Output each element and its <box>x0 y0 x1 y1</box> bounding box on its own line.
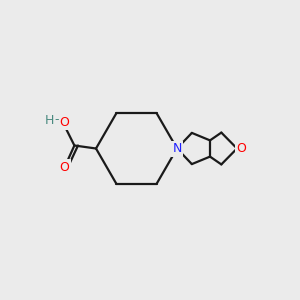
Text: O: O <box>237 142 246 155</box>
Text: -: - <box>54 113 58 127</box>
Text: O: O <box>60 160 69 174</box>
Text: O: O <box>60 116 69 129</box>
Text: N: N <box>172 142 182 155</box>
Text: H: H <box>45 113 55 127</box>
